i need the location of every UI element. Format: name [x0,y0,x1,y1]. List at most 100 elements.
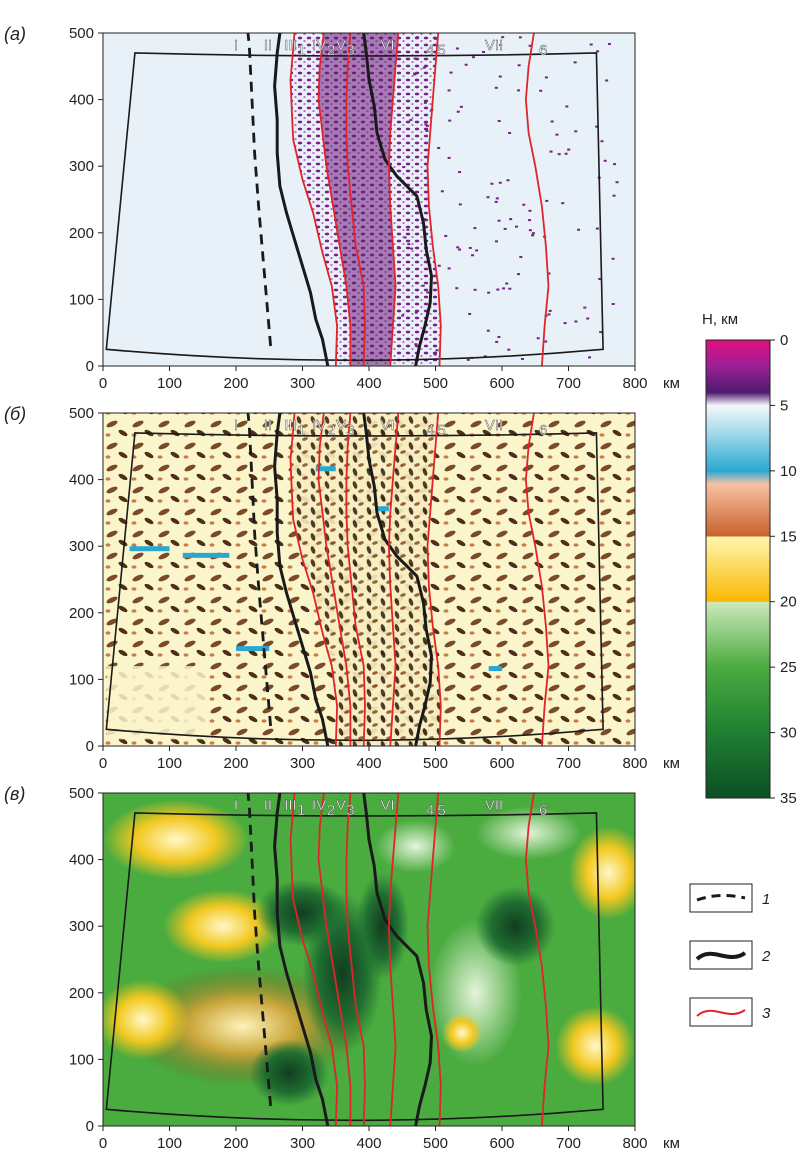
y-tick-label: 300 [69,918,94,935]
anomaly-speck [424,123,428,126]
colorbar-tick-label: 35 [780,790,797,807]
y-tick-label: 500 [69,405,94,422]
anomaly-speck [547,313,551,316]
anomaly-speck [605,79,609,82]
anomaly-speck [497,219,501,222]
x-tick-label: 500 [423,755,448,772]
colorbar-title: H, км [702,311,738,328]
zone-label: I [234,797,238,814]
x-tick-label: 200 [223,1135,248,1152]
boundary-red [317,792,352,1126]
anomaly-speck [502,287,506,290]
anomaly-speck [458,203,462,206]
anomaly-speck [447,267,451,270]
y-tick-label: 300 [69,538,94,555]
anomaly-speck [434,37,438,40]
anomaly-speck [607,43,611,46]
boundary-red [345,792,366,1127]
anomaly-speck [468,312,472,315]
legend-label: 3 [762,1005,771,1022]
boundary-red [317,412,352,746]
line-number-label: 5 [437,42,445,59]
x-tick-label: 500 [423,375,448,392]
anomaly-speck [550,120,554,123]
deep-streak [375,506,389,512]
y-tick-label: 500 [69,785,94,802]
anomaly-speck [615,181,619,184]
anomaly-speck [599,331,603,334]
anomaly-speck [499,43,503,46]
anomaly-speck [508,131,512,134]
y-tick-label: 500 [69,25,94,42]
anomaly-speck [414,343,418,346]
anomaly-speck [517,64,521,67]
anomaly-speck [583,306,587,309]
anomaly-speck [498,75,502,78]
x-tick-label: 300 [290,755,315,772]
anomaly-speck [515,225,519,228]
x-tick-label: 800 [622,375,647,392]
anomaly-speck [444,234,448,237]
line-number-label: 6 [539,422,547,439]
y-tick-label: 200 [69,225,94,242]
line-number-label: 4 [426,802,434,819]
x-tick-label: 700 [556,755,581,772]
line-number-label: 3 [346,422,354,439]
anomaly-speck [455,287,459,290]
panel-letter: (б) [4,404,26,424]
anomaly-speck [598,277,602,280]
line-number-label: 3 [346,42,354,59]
anomaly-core [318,33,399,366]
depth-anomaly [375,819,456,873]
zone-label: II [264,417,272,434]
anomaly-speck [413,72,417,75]
legend-label: 2 [761,948,771,965]
panel-letter: (в) [4,784,25,804]
anomaly-speck [574,320,578,323]
line-number-label: 5 [437,802,445,819]
boundary-red [524,32,550,367]
anomaly-speck [458,171,462,174]
depth-anomaly [442,1012,483,1053]
boundary-thick-black [273,792,330,1127]
zone-label: V [336,797,346,814]
anomaly-speck [561,202,565,205]
depth-anomaly [568,826,635,920]
x-axis-unit: км [663,375,680,392]
anomaly-speck [483,355,487,358]
zone-label: V [336,37,346,54]
boundary-red [345,32,366,367]
anomaly-speck [473,227,477,230]
anomaly-speck [449,71,453,74]
y-tick-label: 0 [86,358,94,375]
depth-anomaly [355,872,409,980]
zone-label: III [284,417,297,434]
anomaly-speck [415,36,419,39]
x-tick-label: 400 [356,1135,381,1152]
deep-streak [129,546,170,552]
legend: 1 2 3 [689,883,771,1027]
anomaly-speck [494,200,498,203]
line-number-label: 1 [297,42,305,59]
x-tick-label: 800 [622,755,647,772]
y-tick-label: 400 [69,92,94,109]
anomaly-speck [403,236,407,239]
anomaly-speck [410,247,414,250]
x-tick-label: 400 [356,375,381,392]
anomaly-speck [471,254,475,257]
x-tick-label: 300 [290,1135,315,1152]
anomaly-speck [448,119,452,122]
anomaly-speck [588,356,592,359]
x-tick-label: 100 [157,755,182,772]
boundary-red [426,412,442,747]
anomaly-speck [528,219,532,222]
anomaly-speck [595,125,599,128]
y-tick-label: 400 [69,472,94,489]
zone-label: I [234,37,238,54]
boundary-thick-black [362,412,433,747]
anomaly-speck [486,196,490,199]
anomaly-speck [595,227,599,230]
